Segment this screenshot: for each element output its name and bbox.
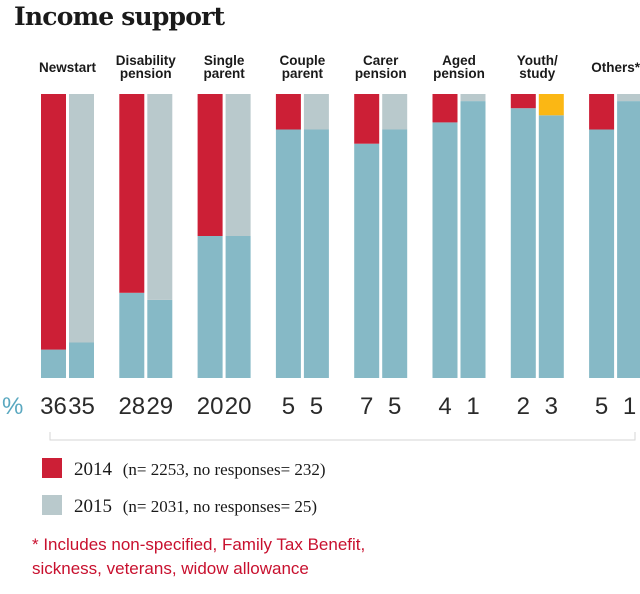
svg-text:2014 (n= 2253, no respon: 2014 (n= 2253, no responses= 232) bbox=[74, 459, 326, 480]
bar-carer-pension-2015 bbox=[382, 94, 408, 130]
bar-newstart-2015 bbox=[69, 94, 94, 343]
value-label-disability-pension-2014: 28 bbox=[118, 393, 145, 420]
footnote-line-2: sickness, veterans, widow allowance bbox=[32, 559, 309, 578]
legend-note-2014: (n= 2253, no responses= 232) bbox=[123, 460, 326, 479]
bar-remainder-youth-study-2014 bbox=[510, 108, 536, 378]
bar-single-parent-2015 bbox=[225, 94, 251, 236]
bar-youth-study-2015 bbox=[538, 94, 564, 116]
bar-remainder-aged-pension-2015 bbox=[460, 101, 486, 378]
value-label-others-2014: 5 bbox=[595, 393, 608, 420]
bar-others-2014 bbox=[589, 94, 615, 130]
bar-carer-pension-2014 bbox=[354, 94, 380, 144]
bar-remainder-others-2015 bbox=[617, 101, 640, 378]
category-label-carer-pension: Carer pension bbox=[355, 53, 407, 81]
value-label-carer-pension-2015: 5 bbox=[388, 393, 401, 420]
value-labels: 36 35 28 29 20 20 5 5 7 5 4 1 2 3 5 1 bbox=[40, 393, 636, 420]
bar-newstart-2014 bbox=[41, 94, 66, 350]
bar-remainder-couple-parent-2014 bbox=[275, 129, 301, 378]
legend: 2014 (n= 2253, no responses= 232) 2015 (… bbox=[42, 458, 326, 517]
bars-group bbox=[41, 94, 640, 379]
value-label-single-parent-2014: 20 bbox=[197, 393, 224, 420]
value-label-newstart-2015: 35 bbox=[68, 393, 95, 420]
bar-single-parent-2014 bbox=[197, 94, 223, 236]
bar-youth-study-2014 bbox=[510, 94, 536, 109]
value-label-couple-parent-2015: 5 bbox=[310, 393, 323, 420]
value-label-single-parent-2015: 20 bbox=[225, 393, 252, 420]
bar-remainder-newstart-2014 bbox=[41, 349, 66, 378]
legend-note-2015: (n= 2031, no responses= 25) bbox=[123, 497, 317, 516]
value-label-disability-pension-2015: 29 bbox=[146, 393, 173, 420]
bar-remainder-disability-pension-2014 bbox=[119, 292, 145, 378]
bar-aged-pension-2014 bbox=[432, 94, 458, 123]
legend-year-2015: 2015 bbox=[74, 496, 112, 517]
bar-remainder-carer-pension-2015 bbox=[382, 129, 408, 378]
legend-year-2014: 2014 bbox=[74, 459, 113, 480]
category-label-newstart: Newstart bbox=[39, 60, 97, 75]
bar-remainder-disability-pension-2015 bbox=[147, 299, 173, 378]
bar-remainder-newstart-2015 bbox=[69, 342, 94, 378]
value-label-youth-study-2014: 2 bbox=[517, 393, 530, 420]
category-label-single-parent: Single parent bbox=[203, 53, 245, 81]
bar-remainder-single-parent-2015 bbox=[225, 236, 251, 378]
category-label-others: Others* bbox=[591, 60, 640, 75]
bar-remainder-single-parent-2014 bbox=[197, 236, 223, 378]
bar-aged-pension-2015 bbox=[460, 94, 486, 102]
category-label-aged-pension: Aged pension bbox=[433, 53, 485, 81]
category-labels: Newstart Disability pension Single parent Cou… bbox=[39, 53, 640, 81]
value-label-couple-parent-2014: 5 bbox=[282, 393, 295, 420]
value-label-youth-study-2015: 3 bbox=[545, 393, 558, 420]
bar-others-2015 bbox=[617, 94, 640, 102]
bar-remainder-carer-pension-2014 bbox=[354, 143, 380, 378]
bar-couple-parent-2014 bbox=[275, 94, 301, 130]
bar-disability-pension-2014 bbox=[119, 94, 145, 293]
bracket-line bbox=[49, 432, 636, 441]
bar-disability-pension-2015 bbox=[147, 94, 173, 300]
value-label-newstart-2014: 36 bbox=[40, 393, 67, 420]
chart-title: Income support bbox=[14, 2, 225, 31]
legend-swatch-2014 bbox=[42, 458, 62, 478]
value-label-others-2015: 1 bbox=[623, 393, 636, 420]
bar-remainder-couple-parent-2015 bbox=[303, 129, 329, 378]
category-label-youth-study: Youth/study bbox=[517, 53, 558, 81]
footnote-line-1: * Includes non-specified, Family Tax Ben… bbox=[32, 535, 365, 554]
value-label-carer-pension-2014: 7 bbox=[360, 393, 373, 420]
svg-text:2015 (n= 2031, no respon: 2015 (n= 2031, no responses= 25) bbox=[74, 496, 317, 517]
bar-remainder-others-2014 bbox=[589, 129, 615, 378]
percent-symbol: % bbox=[2, 393, 23, 420]
bar-remainder-youth-study-2015 bbox=[538, 115, 564, 379]
value-label-aged-pension-2015: 1 bbox=[466, 393, 479, 420]
category-label-couple-parent: Couple parent bbox=[280, 53, 326, 81]
legend-swatch-2015 bbox=[42, 495, 62, 515]
category-label-disability-pension: Disability pension bbox=[116, 53, 177, 81]
bar-couple-parent-2015 bbox=[303, 94, 329, 130]
value-label-aged-pension-2014: 4 bbox=[438, 393, 451, 420]
bar-remainder-aged-pension-2014 bbox=[432, 122, 458, 379]
